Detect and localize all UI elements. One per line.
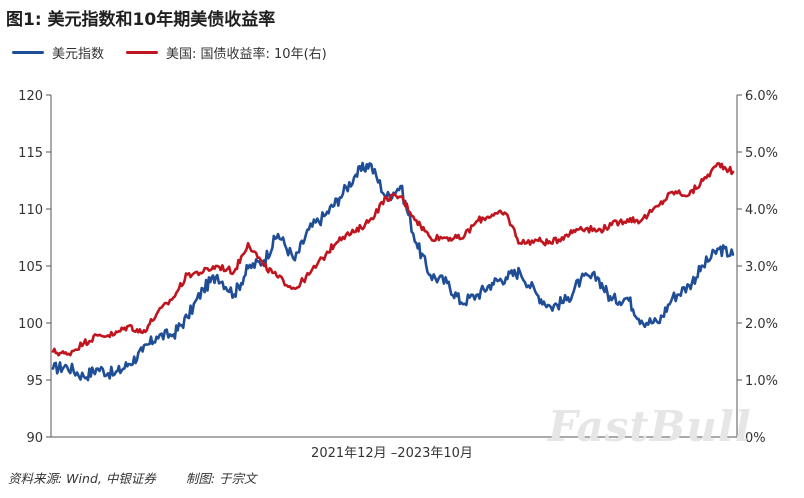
legend-item-us10y-yield: 美国: 国债收益率: 10年(右) xyxy=(126,43,327,62)
y-left-tick-label: 105 xyxy=(18,260,43,275)
chart-axes: 90 95 100 105 110 115 120 0% 1.0% 2.0% 3.0% 4.0% 5.0… xyxy=(18,89,778,446)
legend-label-us10y-yield: 美国: 国债收益率: 10年(右) xyxy=(166,46,327,62)
source-label: 资料来源: Wind, 中银证券 xyxy=(8,471,156,486)
legend-item-usd-index: 美元指数 xyxy=(12,43,104,62)
source-note: 资料来源: Wind, 中银证券 制图: 于宗文 xyxy=(8,468,283,487)
y-left-tick-label: 110 xyxy=(18,203,43,218)
y-left-tick-label: 100 xyxy=(18,317,43,332)
chart-title: 图1: 美元指数和10年期美债收益率 xyxy=(6,10,276,30)
y-right-tick-label: 3.0% xyxy=(745,260,778,275)
y-left-tick-label: 120 xyxy=(18,89,43,104)
legend-swatch-usd-index xyxy=(12,50,44,54)
legend-swatch-us10y-yield xyxy=(126,50,159,54)
x-axis-label: 2021年12月 –2023年10月 xyxy=(311,446,473,461)
legend: 美元指数 美国: 国债收益率: 10年(右) xyxy=(12,42,349,62)
y-right-tick-label: 6.0% xyxy=(745,89,778,104)
watermark: FastBull xyxy=(548,402,752,451)
y-left-tick-label: 90 xyxy=(26,431,43,446)
y-right-tick-label: 1.0% xyxy=(745,374,778,389)
y-right-tick-label: 0% xyxy=(745,431,766,446)
legend-label-usd-index: 美元指数 xyxy=(52,46,105,62)
y-left-tick-label: 95 xyxy=(26,374,43,389)
y-right-tick-label: 2.0% xyxy=(745,317,778,332)
author-label: 制图: 于宗文 xyxy=(185,471,257,486)
y-right-tick-label: 4.0% xyxy=(745,203,778,218)
y-right-tick-label: 5.0% xyxy=(745,146,778,161)
series-line-us10y-yield xyxy=(51,162,735,357)
chart-series xyxy=(51,161,735,382)
y-left-tick-label: 115 xyxy=(18,146,43,161)
